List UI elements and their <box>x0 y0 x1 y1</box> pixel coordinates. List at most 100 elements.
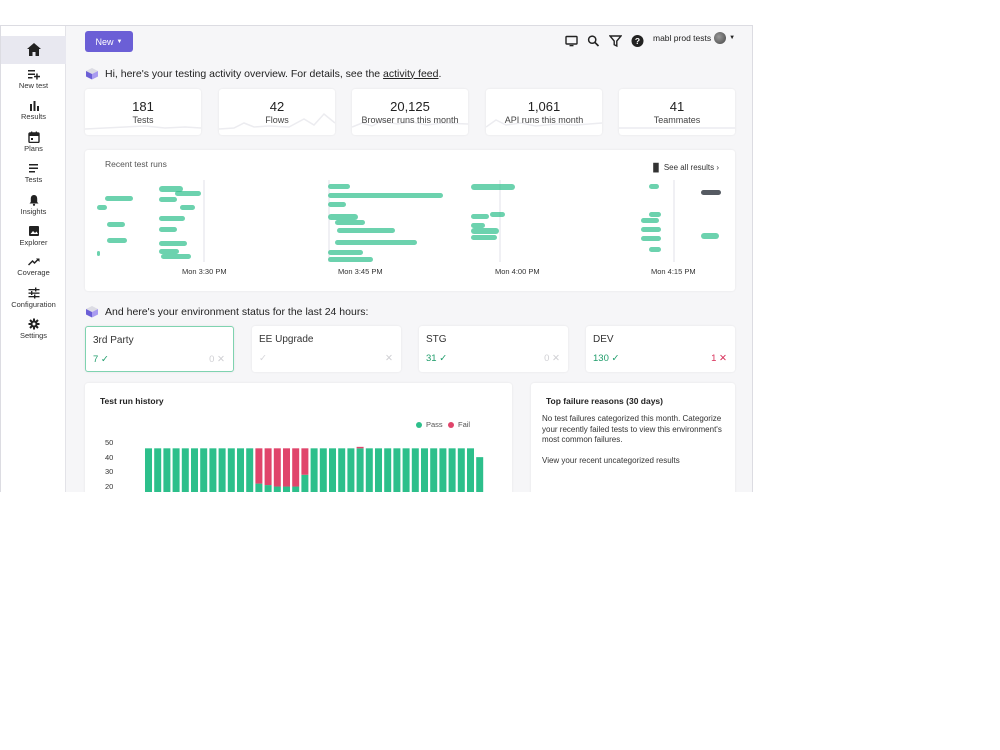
history-bar-pass[interactable] <box>227 448 235 492</box>
history-bar-pass[interactable] <box>375 448 382 492</box>
history-bar-pass[interactable] <box>393 448 401 492</box>
env-name: 3rd Party <box>93 335 134 346</box>
env-card-stg[interactable]: STG 31 ✓ 0 ✕ <box>419 326 568 372</box>
sparkline <box>219 112 335 130</box>
stat-card-teammates[interactable]: 41 Teammates <box>619 89 735 135</box>
stat-value: 41 <box>669 99 685 114</box>
trending-up-icon <box>27 258 39 266</box>
history-bar-pass[interactable] <box>448 448 456 492</box>
sidebar-item-new-test[interactable]: New test <box>1 69 66 90</box>
stat-card-tests[interactable]: 181 Tests <box>85 89 201 135</box>
top-failure-reasons-card: Top failure reasons (30 days) No test fa… <box>531 383 735 492</box>
timeline-tick: Mon 3:30 PM <box>182 267 227 276</box>
new-button[interactable]: New ▼ <box>85 31 133 52</box>
sidebar-item-configuration[interactable]: Configuration <box>1 287 66 309</box>
stat-card-api-runs[interactable]: 1,061 API runs this month <box>486 89 602 135</box>
workspace-switcher[interactable]: mabl prod tests ▼ <box>653 32 735 44</box>
filter-icon[interactable] <box>609 34 622 48</box>
history-bar-pass[interactable] <box>421 448 428 492</box>
history-bar-pass[interactable] <box>310 448 318 492</box>
history-bar-chart[interactable] <box>125 383 505 492</box>
activity-feed-link[interactable]: activity feed <box>383 67 439 80</box>
y-tick: 20 <box>105 482 114 491</box>
mabl-cube-icon <box>86 306 98 318</box>
history-bar-pass[interactable] <box>255 483 263 492</box>
sidebar-item-label: Settings <box>19 331 48 340</box>
history-bar-pass[interactable] <box>181 448 189 492</box>
history-bar-pass[interactable] <box>402 448 410 492</box>
recent-runs-timeline <box>97 180 721 262</box>
app-window: New test Results Plans Tests Insights Ex… <box>0 25 753 492</box>
environment-intro: And here's your environment status for t… <box>85 305 368 318</box>
history-bar-fail[interactable] <box>264 448 272 486</box>
history-bar-fail[interactable] <box>273 448 281 487</box>
history-bar-pass[interactable] <box>476 457 484 492</box>
env-card-dev[interactable]: DEV 130 ✓ 1 ✕ <box>586 326 735 372</box>
history-bar-fail[interactable] <box>301 448 309 475</box>
history-bar-pass[interactable] <box>384 448 392 492</box>
history-bar-pass[interactable] <box>218 448 226 492</box>
env-card-3rd-party[interactable]: 3rd Party 7 ✓ 0 ✕ <box>85 326 234 372</box>
history-bar-pass[interactable] <box>457 448 465 492</box>
sidebar-item-insights[interactable]: Insights <box>1 194 66 216</box>
timeline-tick: Mon 3:45 PM <box>338 267 383 276</box>
history-bar-pass[interactable] <box>439 448 447 492</box>
check-icon: ✓ <box>259 353 267 364</box>
sidebar-item-settings[interactable]: Settings <box>1 318 66 340</box>
help-icon[interactable]: ? <box>631 34 644 48</box>
sidebar-item-explorer[interactable]: Explorer <box>1 225 66 247</box>
history-bar-fail[interactable] <box>356 446 364 449</box>
history-bar-pass[interactable] <box>191 448 198 492</box>
new-button-label: New <box>95 36 114 47</box>
environment-intro-text: And here's your environment status for t… <box>105 305 369 318</box>
env-card-ee-upgrade[interactable]: EE Upgrade ✓ ✕ <box>252 326 401 372</box>
sparkline <box>486 119 602 128</box>
history-bar-pass[interactable] <box>283 486 290 492</box>
history-bar-pass[interactable] <box>338 448 346 492</box>
history-bar-pass[interactable] <box>292 486 300 492</box>
uncategorized-results-link[interactable]: View your recent uncategorized results <box>542 456 680 465</box>
svg-text:?: ? <box>635 36 640 46</box>
sidebar-item-results[interactable]: Results <box>1 100 66 121</box>
history-bar-pass[interactable] <box>411 448 419 492</box>
history-bar-pass[interactable] <box>467 448 474 492</box>
legend-fail: Fail <box>448 420 470 429</box>
history-bar-pass[interactable] <box>163 448 171 492</box>
history-bar-fail[interactable] <box>292 448 300 487</box>
sidebar-item-plans[interactable]: Plans <box>1 131 66 153</box>
stat-card-flows[interactable]: 42 Flows <box>219 89 335 135</box>
history-bar-pass[interactable] <box>347 448 355 492</box>
stat-label: Browser runs this month <box>361 115 459 125</box>
history-bar-pass[interactable] <box>154 448 162 492</box>
test-run-history-card: Test run history Pass Fail 50 40 30 20 <box>85 383 512 492</box>
history-bar-pass[interactable] <box>301 474 309 492</box>
sidebar-item-label: Explorer <box>19 238 48 247</box>
history-bar-pass[interactable] <box>329 448 336 492</box>
monitor-icon[interactable] <box>565 34 578 48</box>
history-bar-pass[interactable] <box>273 486 281 492</box>
failures-body: No test failures categorized this month.… <box>542 414 722 444</box>
sidebar-item-home[interactable] <box>1 36 66 64</box>
search-icon[interactable] <box>587 34 600 48</box>
history-bar-pass[interactable] <box>430 448 438 492</box>
calendar-icon <box>27 131 40 143</box>
stat-card-browser-runs[interactable]: 20,125 Browser runs this month <box>352 89 468 135</box>
history-bar-pass[interactable] <box>237 448 244 492</box>
history-bar-fail[interactable] <box>255 448 263 484</box>
sidebar-item-coverage[interactable]: Coverage <box>1 256 66 277</box>
history-bar-pass[interactable] <box>145 448 152 492</box>
see-all-label: See all results <box>663 163 715 172</box>
history-bar-pass[interactable] <box>200 448 208 492</box>
history-bar-pass[interactable] <box>356 448 364 492</box>
history-bar-pass[interactable] <box>172 448 180 492</box>
history-bar-pass[interactable] <box>319 448 327 492</box>
history-bar-pass[interactable] <box>365 448 373 492</box>
history-bar-fail[interactable] <box>283 448 290 487</box>
history-bar-pass[interactable] <box>209 448 217 492</box>
history-bar-pass[interactable] <box>246 448 254 492</box>
history-bar-pass[interactable] <box>264 485 272 492</box>
sidebar-item-tests[interactable]: Tests <box>1 163 66 184</box>
caret-down-icon: ▼ <box>116 38 123 45</box>
see-all-results-link[interactable]: ▐▌ See all results › <box>650 163 719 172</box>
avatar <box>714 32 727 44</box>
